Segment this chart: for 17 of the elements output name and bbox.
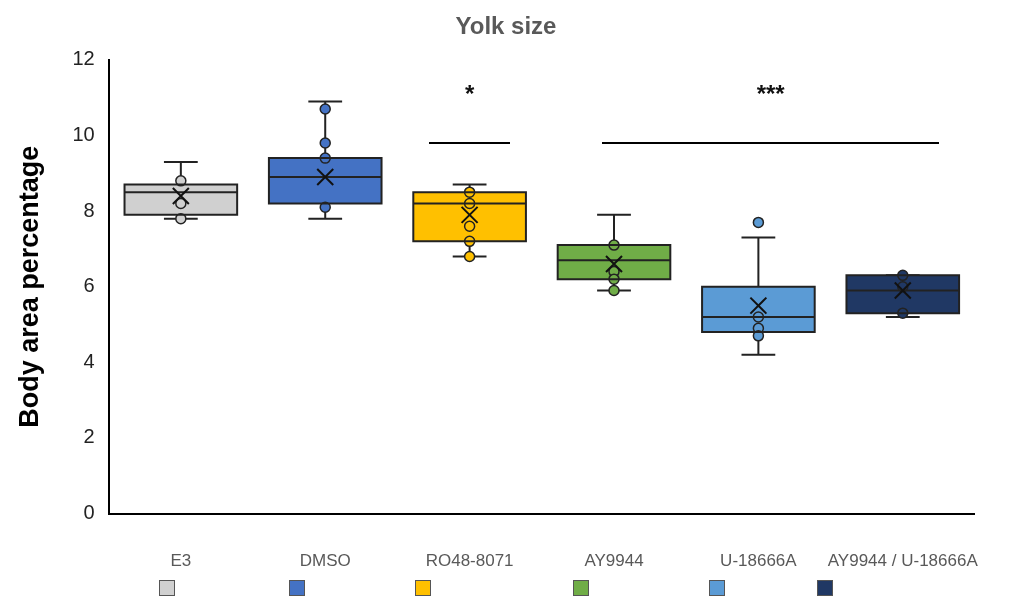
chart-title: Yolk size (455, 12, 557, 40)
x-tick-label: E3 (170, 551, 192, 571)
annotation: * (464, 79, 475, 107)
x-tick-label: AY9944 / U-18666A (827, 551, 979, 571)
x-tick-label: U-18666A (720, 551, 798, 571)
y-tick-label: 4 (83, 349, 95, 372)
y-tick-label: 8 (83, 198, 95, 221)
annotation: *** (756, 79, 786, 107)
x-tick-label: RO48-8071 (425, 551, 514, 571)
x-tick-label: AY9944 (584, 551, 644, 571)
y-tick-label: 10 (72, 122, 95, 145)
y-tick-label: 0 (83, 501, 95, 524)
y-tick-label: 2 (83, 425, 95, 448)
x-tick-label: DMSO (299, 551, 351, 571)
y-tick-label: 12 (72, 47, 95, 70)
y-tick-label: 6 (83, 274, 95, 297)
y-axis-title: Body area percentage (13, 145, 44, 428)
